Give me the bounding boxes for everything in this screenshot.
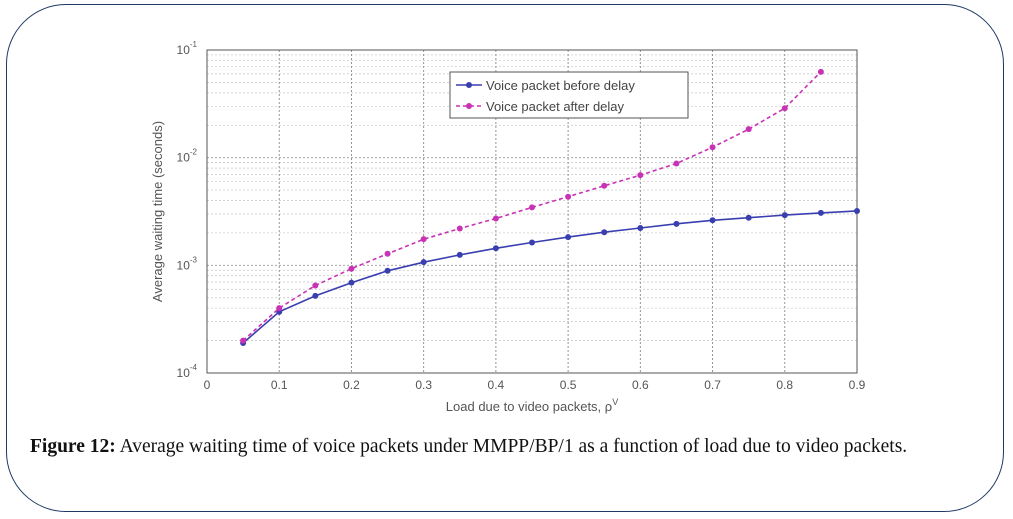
data-point-after — [673, 160, 680, 167]
data-point-after — [492, 215, 499, 222]
x-axis-label: Load due to video packets, ρV — [446, 397, 618, 414]
data-point-before — [384, 267, 391, 274]
x-tick-label: 0.8 — [776, 378, 793, 392]
data-point-before — [817, 209, 824, 216]
data-point-before — [348, 279, 355, 286]
legend: Voice packet before delay Voice packet a… — [449, 71, 689, 119]
data-point-before — [492, 245, 499, 252]
data-point-after — [420, 236, 427, 243]
legend-marker-after — [466, 103, 472, 109]
x-tick-label: 0.7 — [704, 378, 721, 392]
x-tick-label: 0 — [204, 378, 211, 392]
data-point-before — [312, 292, 319, 299]
series-line-after — [242, 71, 822, 342]
data-point-before — [854, 207, 860, 214]
series-line-before — [242, 210, 858, 344]
data-point-before — [781, 212, 788, 219]
data-point-after — [601, 182, 608, 189]
data-point-after — [529, 204, 535, 211]
y-tick-label: 10-3 — [177, 255, 198, 272]
data-point-before — [709, 217, 716, 224]
x-tick-label: 0.2 — [343, 378, 360, 392]
data-point-after — [637, 172, 644, 179]
data-point-after — [240, 337, 247, 344]
figure-caption: Figure 12: Average waiting time of voice… — [30, 432, 990, 461]
data-point-before — [673, 220, 680, 227]
axis-ticks: 0 0.1 0.2 0.3 0.4 0.5 0.6 0.7 0.8 0.9 10-4 10-3 10-2… — [177, 40, 866, 392]
data-point-after — [276, 305, 283, 312]
data-point-before — [745, 214, 752, 221]
data-point-before — [637, 225, 644, 232]
data-point-after — [384, 250, 391, 257]
y-axis-label: Average waiting time (seconds) — [150, 121, 165, 302]
data-point-before — [420, 259, 427, 266]
data-point-after — [745, 126, 752, 133]
data-point-before — [565, 234, 572, 241]
data-point-before — [456, 251, 463, 258]
y-tick-label: 10-1 — [177, 40, 198, 57]
caption-label: Figure 12: — [30, 436, 116, 457]
x-tick-label: 0.5 — [560, 378, 577, 392]
x-tick-label: 0.6 — [632, 378, 649, 392]
legend-box — [449, 71, 689, 119]
series — [240, 68, 860, 346]
data-point-after — [817, 68, 824, 75]
x-tick-label: 0.1 — [271, 378, 288, 392]
grid — [207, 50, 857, 373]
data-point-before — [529, 239, 535, 246]
x-tick-label: 0.9 — [849, 378, 866, 392]
x-tick-label: 0.3 — [415, 378, 432, 392]
data-point-after — [348, 265, 355, 272]
y-tick-label: 10-4 — [177, 363, 198, 380]
data-point-after — [565, 193, 572, 200]
y-tick-label: 10-2 — [177, 148, 198, 165]
legend-marker-before — [466, 82, 472, 88]
data-point-after — [312, 282, 319, 289]
data-point-after — [456, 225, 463, 232]
legend-label-before: Voice packet before delay — [486, 78, 635, 93]
legend-label-after: Voice packet after delay — [486, 99, 625, 114]
data-point-before — [601, 229, 608, 236]
data-point-after — [781, 105, 788, 112]
data-point-after — [709, 144, 716, 151]
x-tick-label: 0.4 — [488, 378, 505, 392]
caption-text: Average waiting time of voice packets un… — [119, 436, 908, 457]
